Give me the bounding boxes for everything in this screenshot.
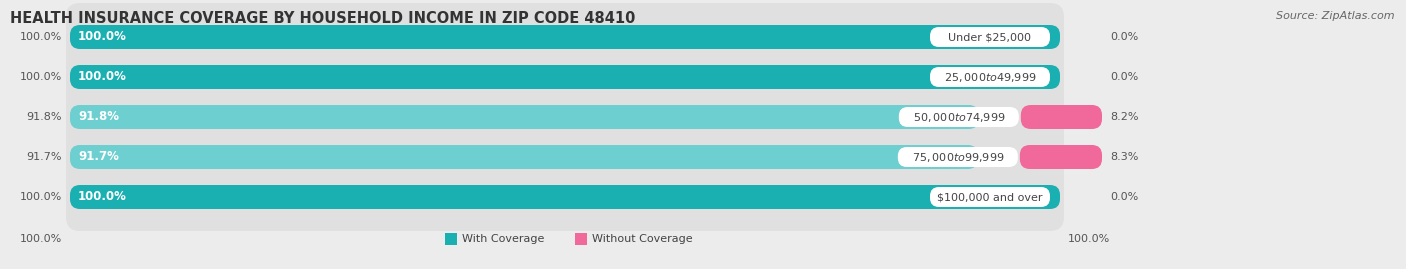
FancyBboxPatch shape (929, 187, 1050, 207)
Text: Source: ZipAtlas.com: Source: ZipAtlas.com (1277, 11, 1395, 21)
Text: 100.0%: 100.0% (1069, 234, 1111, 244)
FancyBboxPatch shape (929, 27, 1050, 47)
Text: 100.0%: 100.0% (77, 30, 127, 44)
FancyBboxPatch shape (1019, 145, 1102, 169)
Text: $75,000 to $99,999: $75,000 to $99,999 (911, 150, 1004, 164)
FancyBboxPatch shape (70, 105, 979, 129)
Text: HEALTH INSURANCE COVERAGE BY HOUSEHOLD INCOME IN ZIP CODE 48410: HEALTH INSURANCE COVERAGE BY HOUSEHOLD I… (10, 11, 636, 26)
FancyBboxPatch shape (898, 147, 1018, 167)
Text: 100.0%: 100.0% (77, 190, 127, 204)
FancyBboxPatch shape (66, 123, 1064, 191)
FancyBboxPatch shape (898, 107, 1019, 127)
Text: 0.0%: 0.0% (1109, 192, 1139, 202)
FancyBboxPatch shape (66, 163, 1064, 231)
Text: $100,000 and over: $100,000 and over (938, 192, 1043, 202)
Text: 91.7%: 91.7% (27, 152, 62, 162)
Text: Without Coverage: Without Coverage (592, 234, 693, 244)
FancyBboxPatch shape (575, 233, 586, 245)
FancyBboxPatch shape (70, 25, 1060, 49)
Text: With Coverage: With Coverage (463, 234, 544, 244)
Text: $25,000 to $49,999: $25,000 to $49,999 (943, 70, 1036, 83)
Text: 0.0%: 0.0% (1109, 72, 1139, 82)
FancyBboxPatch shape (70, 65, 1060, 89)
Text: 100.0%: 100.0% (20, 234, 62, 244)
FancyBboxPatch shape (70, 145, 977, 169)
Text: 91.8%: 91.8% (77, 111, 120, 123)
Text: 100.0%: 100.0% (20, 72, 62, 82)
FancyBboxPatch shape (929, 67, 1050, 87)
Text: Under $25,000: Under $25,000 (949, 32, 1032, 42)
FancyBboxPatch shape (1021, 105, 1102, 129)
Text: 100.0%: 100.0% (77, 70, 127, 83)
FancyBboxPatch shape (446, 233, 457, 245)
Text: 100.0%: 100.0% (20, 192, 62, 202)
Text: 100.0%: 100.0% (20, 32, 62, 42)
Text: $50,000 to $74,999: $50,000 to $74,999 (912, 111, 1005, 123)
FancyBboxPatch shape (66, 3, 1064, 71)
Text: 0.0%: 0.0% (1109, 32, 1139, 42)
Text: 91.7%: 91.7% (77, 150, 120, 164)
FancyBboxPatch shape (70, 185, 1060, 209)
Text: 8.3%: 8.3% (1109, 152, 1139, 162)
Text: 91.8%: 91.8% (27, 112, 62, 122)
FancyBboxPatch shape (66, 43, 1064, 111)
Text: 8.2%: 8.2% (1109, 112, 1139, 122)
FancyBboxPatch shape (66, 83, 1064, 151)
